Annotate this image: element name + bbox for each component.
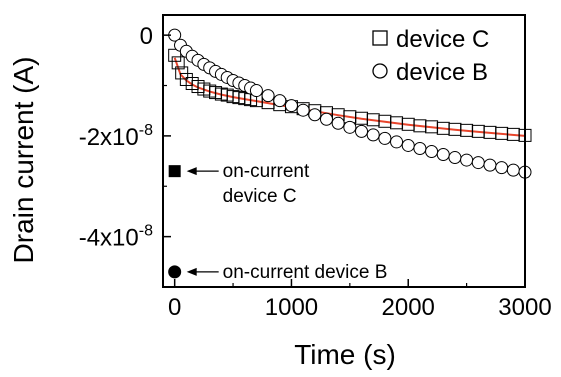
y-tick-label: 0	[140, 23, 153, 50]
annotation-label-device-c: on-current	[223, 161, 310, 182]
data-markers	[168, 28, 532, 179]
data-point-device-b	[506, 163, 520, 177]
data-point-device-b	[436, 148, 450, 162]
data-point-device-b	[331, 116, 345, 130]
y-tick-label: -2x10-8	[79, 122, 153, 151]
data-point-device-b	[390, 135, 404, 149]
x-tick-label: 3000	[498, 294, 551, 321]
data-point-device-b	[366, 128, 380, 142]
plot-frame	[162, 14, 526, 288]
arrow-head-device-b	[186, 267, 197, 276]
x-tick-label: 0	[168, 294, 181, 321]
data-point-device-b	[425, 145, 439, 159]
legend-marker-device-c	[372, 30, 388, 46]
data-point-device-c	[168, 48, 182, 62]
legend: device C device B	[372, 26, 489, 86]
data-point-device-b	[319, 112, 333, 126]
y-axis-label: Drain current (A)	[8, 57, 39, 264]
arrow-head-device-c	[186, 167, 197, 176]
fit-lines	[173, 34, 526, 174]
data-point-device-b	[343, 120, 357, 134]
on-current-marker-device-c	[168, 165, 181, 178]
data-point-device-b	[249, 84, 263, 98]
data-point-device-b	[448, 151, 462, 165]
axis-ticks: 0 1000 2000 3000 0 -2x10-8 -4x10-8	[79, 23, 552, 321]
data-point-device-b	[284, 99, 298, 113]
data-point-device-b	[308, 108, 322, 122]
data-point-device-b	[460, 153, 474, 167]
legend-label-device-b: device B	[396, 59, 488, 86]
data-point-device-b	[483, 158, 497, 172]
data-point-device-b	[261, 89, 275, 103]
y-tick-label: -4x10-8	[79, 223, 153, 252]
data-point-device-b	[401, 138, 415, 152]
data-point-device-c	[175, 66, 189, 80]
data-point-device-b	[413, 141, 427, 155]
legend-marker-device-b	[372, 63, 388, 79]
annotation-label-device-c: device C	[223, 186, 297, 207]
data-point-device-c	[171, 56, 185, 70]
x-tick-label: 1000	[265, 294, 318, 321]
x-tick-label: 2000	[382, 294, 435, 321]
data-point-device-b	[471, 156, 485, 170]
legend-label-device-c: device C	[396, 26, 489, 53]
data-point-device-b	[355, 124, 369, 138]
fit-line-device-b	[173, 34, 526, 174]
annotation-label-device-b: on-current device B	[223, 262, 388, 283]
annotations: on-current device C on-current device B	[168, 161, 387, 283]
data-point-device-b	[273, 94, 287, 108]
on-current-marker-device-b	[168, 265, 182, 279]
data-point-device-b	[378, 131, 392, 145]
data-point-device-b	[495, 161, 509, 175]
data-point-device-b	[296, 103, 310, 117]
x-axis-label: Time (s)	[294, 339, 396, 370]
